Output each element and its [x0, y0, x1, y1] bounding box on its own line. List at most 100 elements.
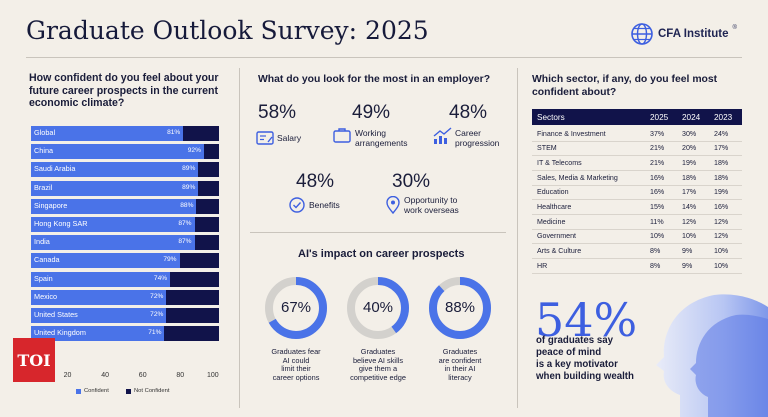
question-line: future career prospects in the current [29, 84, 218, 97]
bar-row: Spain 74% [31, 271, 219, 287]
question-line: confident about? [532, 86, 617, 98]
briefcase-icon [333, 128, 351, 143]
bar-row: Global 81% [31, 126, 219, 141]
bar-value-label: 87% [178, 238, 192, 246]
sector-value-cell: 21% [650, 158, 665, 167]
bar-value-label: 79% [163, 256, 177, 264]
bar-not-confident [194, 235, 219, 251]
bar-value-label: 89% [182, 183, 196, 191]
sector-value-cell: 18% [682, 173, 697, 182]
donut-label: Graduates are confident in their AI literac… [417, 347, 503, 382]
sector-value-cell: 12% [714, 217, 729, 226]
bar-category-label: Saudi Arabia [34, 164, 76, 174]
question-line: Which sector, if any, do you feel most [532, 74, 718, 85]
donut-label-line: Graduates [360, 347, 396, 356]
label-line: work overseas [404, 204, 459, 215]
bar-category-label: Brazil [34, 182, 53, 192]
donut-fill [265, 277, 327, 339]
benefits-percent: 48% [296, 171, 335, 192]
sector-value-cell: 8% [650, 247, 661, 256]
bar-not-confident [170, 271, 219, 287]
label-line: Career [455, 128, 481, 138]
sector-value-cell: 9% [682, 261, 693, 270]
bar-not-confident [166, 308, 219, 323]
x-tick-label: 60 [138, 372, 147, 379]
donut-label-line: career options [272, 372, 320, 382]
donut-label-line: competitive edge [350, 372, 406, 382]
sector-value-cell: 12% [682, 217, 697, 226]
bar-not-confident [203, 144, 219, 160]
legend-confident: Confident [76, 388, 109, 394]
label-line: Opportunity to [404, 195, 458, 205]
sector-value-cell: 15% [650, 203, 665, 211]
sector-name-cell: Sales, Media & Marketing [537, 173, 618, 182]
bar-confident [31, 253, 180, 269]
donut-chart [429, 277, 491, 339]
sector-value-cell: 16% [714, 203, 729, 211]
highlight-line: peace of mind [536, 347, 602, 358]
bar-value-label: 92% [187, 147, 201, 155]
donut-value: 88% [444, 299, 476, 316]
legend-label: Confident [84, 388, 109, 394]
bar-value-label: 81% [167, 129, 181, 136]
highlight-line: of graduates say [536, 335, 613, 346]
brand-registered-mark: ® [732, 25, 737, 31]
sector-value-cell: 37% [650, 129, 665, 138]
label-line: Working [355, 128, 387, 138]
donut-label-line: literacy [448, 372, 472, 382]
x-tick-label: 100 [207, 372, 219, 379]
bar-confident [31, 198, 197, 214]
sector-value-cell: 12% [714, 232, 729, 241]
header-divider [26, 57, 742, 58]
bar-row: Saudi Arabia 89% [31, 162, 219, 178]
bar-not-confident [196, 198, 219, 214]
table-row: Medicine 11% 12% 12% [532, 214, 742, 230]
bar-value-label: 88% [180, 201, 194, 209]
column-divider-2 [517, 68, 518, 408]
ai-impact-title: AI's impact on career prospects [298, 248, 465, 260]
label-line: arrangements [355, 137, 408, 148]
bar-category-label: India [34, 237, 50, 247]
sector-value-cell: 19% [682, 158, 697, 167]
sector-name-cell: Arts & Culture [537, 247, 582, 256]
bar-confident [31, 180, 199, 196]
bar-row: United Kingdom 71% [31, 326, 219, 342]
bar-confident [31, 126, 184, 141]
donut-label-line: believe AI skills [352, 355, 404, 365]
sector-value-cell: 19% [714, 188, 729, 197]
bar-category-label: China [34, 146, 54, 156]
sector-name-cell: Healthcare [537, 203, 572, 211]
sector-value-cell: 24% [714, 129, 729, 138]
highlight-line: when building wealth [536, 371, 634, 382]
header-2023: 2023 [714, 113, 733, 122]
x-tick-label: 40 [101, 372, 109, 379]
legend-not-confident: Not Confident [126, 388, 169, 394]
sector-value-cell: 14% [682, 203, 697, 211]
bar-not-confident [183, 126, 219, 141]
sector-question: Which sector, if any, do you feel most c… [532, 74, 717, 99]
bar-row: Canada 79% [31, 253, 219, 269]
sector-value-cell: 8% [650, 261, 661, 270]
donut-fill [429, 277, 491, 339]
bar-not-confident [198, 162, 219, 178]
donut-label-line: are confident [438, 355, 482, 365]
table-row: Healthcare 15% 14% 16% [532, 200, 742, 216]
page-title: Graduate Outlook Survey: 2025 [26, 16, 429, 45]
career-progression-percent: 48% [449, 102, 488, 123]
bar-row: Brazil 89% [31, 180, 219, 196]
brand-name: CFA Institute [658, 28, 729, 40]
question-line: economic climate? [29, 97, 125, 109]
bar-row: Hong Kong SAR 87% [31, 217, 219, 232]
sector-name-cell: Education [537, 188, 569, 197]
toi-watermark: TOI [13, 338, 55, 382]
donut-chart [265, 277, 327, 339]
bar-confident [31, 235, 195, 251]
donut-value: 40% [362, 299, 394, 316]
sector-value-cell: 30% [682, 129, 697, 138]
sector-value-cell: 16% [650, 188, 665, 197]
table-row: Sales, Media & Marketing 16% 18% 18% [532, 170, 742, 186]
table-row: Arts & Culture 8% 9% 10% [532, 244, 742, 260]
header-2025: 2025 [650, 113, 669, 122]
overseas-label: Opportunity to work overseas [404, 195, 459, 215]
employer-question: What do you look for the most in an empl… [258, 74, 491, 85]
